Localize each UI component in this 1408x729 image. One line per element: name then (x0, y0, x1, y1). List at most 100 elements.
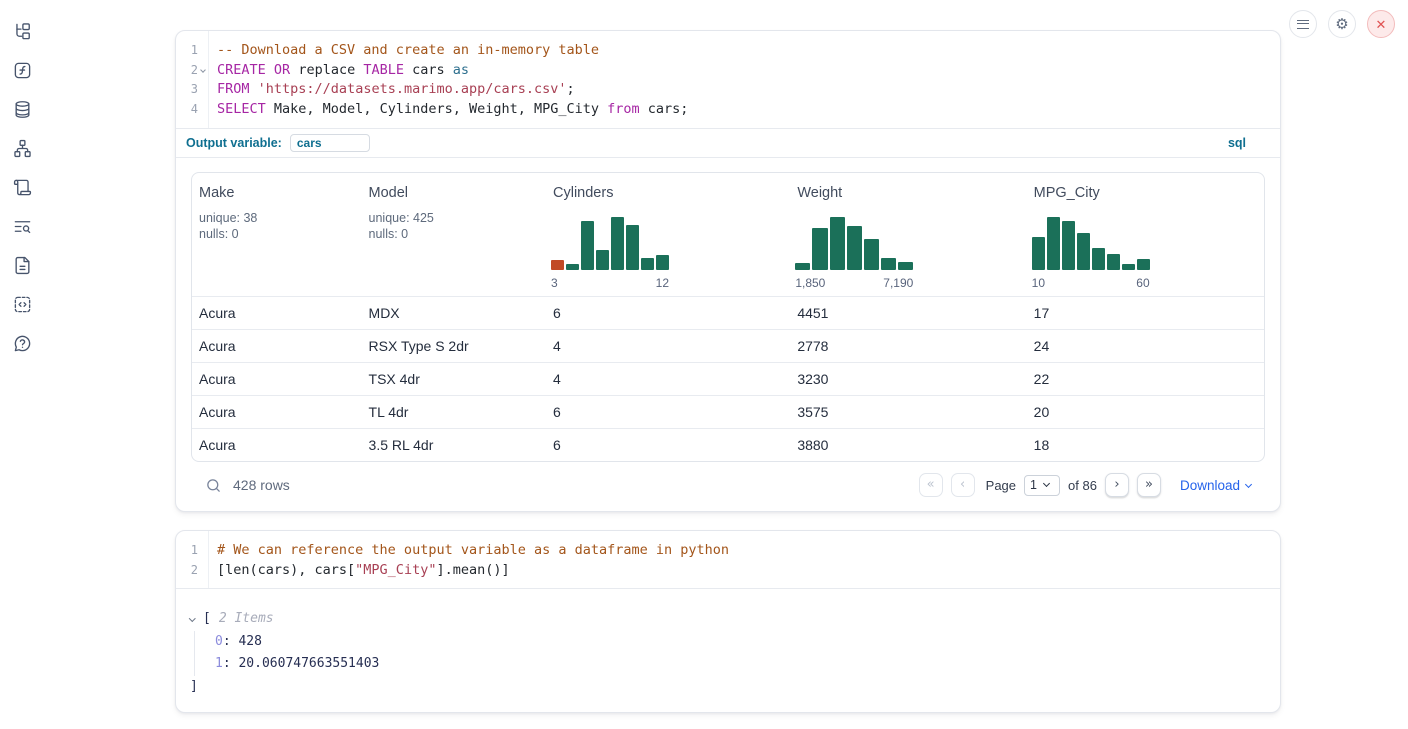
gutter: 3 (176, 82, 208, 96)
histogram-bar (812, 228, 827, 270)
tree-items-count: 2 Items (219, 608, 274, 631)
column-header-make[interactable]: Makeunique: 38nulls: 0 (192, 173, 362, 296)
code-line: 1 -- Download a CSV and create an in-memo… (176, 40, 1280, 60)
fold-slot (198, 84, 208, 94)
histogram-bar (551, 260, 564, 270)
gutter: 1 (176, 43, 208, 57)
histogram-bar (1062, 221, 1075, 270)
column-header-mpg_city[interactable]: MPG_City1060 (1027, 173, 1264, 296)
tree-open-bracket: [ (203, 608, 211, 631)
notebook-menu-button[interactable] (1289, 10, 1317, 38)
table-cell: 2778 (790, 338, 1026, 354)
sidebar-item-logs[interactable] (11, 217, 33, 239)
first-page-button[interactable]: « (919, 473, 943, 497)
sidebar (0, 0, 44, 729)
sidebar-item-snippets[interactable] (11, 295, 33, 317)
histogram-bar (864, 239, 879, 270)
line-number: 3 (191, 82, 198, 96)
sidebar-item-datasources[interactable] (11, 100, 33, 122)
chevron-down-icon (1043, 480, 1050, 487)
table-cell: RSX Type S 2dr (362, 338, 546, 354)
column-header-cylinders[interactable]: Cylinders 3 12 (546, 173, 790, 296)
histogram-bar (1122, 264, 1135, 270)
settings-button[interactable]: ⚙ (1328, 10, 1356, 38)
sidebar-item-file-tree[interactable] (11, 22, 33, 44)
gutter: 4 (176, 102, 208, 116)
download-label: Download (1180, 478, 1240, 493)
table-cell: 18 (1027, 437, 1264, 453)
histogram-max-label: 12 (656, 276, 669, 290)
code-token: FROM (217, 81, 250, 97)
column-name: Cylinders (553, 185, 782, 201)
code-line: 1# We can reference the output variable … (176, 540, 1280, 560)
column-header-weight[interactable]: Weight1,8507,190 (790, 173, 1026, 296)
histogram-max-label: 60 (1136, 276, 1149, 290)
fold-slot (198, 545, 208, 555)
column-header-model[interactable]: Modelunique: 425nulls: 0 (362, 173, 546, 296)
column-name: Model (369, 185, 538, 201)
code-text: -- Download a CSV and create an in-memor… (217, 42, 599, 58)
code-token: "MPG_City" (355, 562, 436, 578)
shutdown-button[interactable]: ✕ (1367, 10, 1395, 38)
code-token: as (453, 62, 469, 78)
page-select[interactable]: 1 (1024, 475, 1060, 496)
table-header-row: Makeunique: 38nulls: 0Modelunique: 425nu… (192, 173, 1264, 296)
histogram-labels: 1060 (1032, 276, 1150, 290)
python-code-editor[interactable]: 1# We can reference the output variable … (176, 531, 1280, 589)
code-token: replace (290, 62, 363, 78)
histogram-bar (830, 217, 845, 270)
output-variable-input[interactable] (290, 134, 370, 152)
output-variable-label: Output variable: (186, 136, 282, 150)
histogram-bar (881, 258, 896, 270)
tree-entry-key: 0 (215, 634, 223, 649)
table-cell: 20 (1027, 404, 1264, 420)
previous-page-button[interactable]: ‹ (951, 473, 975, 497)
column-name: Make (199, 185, 354, 201)
histogram-bar (847, 226, 862, 270)
sql-code-editor[interactable]: 1 -- Download a CSV and create an in-memo… (176, 31, 1280, 128)
histogram-min-label: 3 (551, 276, 558, 290)
close-icon: ✕ (1376, 18, 1387, 31)
code-token: ; (567, 81, 575, 97)
code-token (266, 62, 274, 78)
help-bubble-icon (13, 334, 32, 356)
double-chevron-left-icon: « (927, 477, 935, 492)
download-menu[interactable]: Download (1180, 478, 1251, 493)
next-page-button[interactable]: › (1105, 473, 1129, 497)
database-icon (13, 100, 32, 122)
last-page-button[interactable]: » (1137, 473, 1161, 497)
code-token: cars; (640, 101, 689, 117)
column-stat: nulls: 0 (369, 226, 538, 243)
histogram-bar (1077, 233, 1090, 270)
histogram-bar (1047, 217, 1060, 270)
histogram-bar (1107, 254, 1120, 270)
column-histogram (795, 217, 913, 270)
sidebar-item-help[interactable] (11, 334, 33, 356)
table-row: AcuraTSX 4dr4323022 (192, 362, 1264, 395)
code-text: [len(cars), cars["MPG_City"].mean()] (217, 562, 510, 578)
fold-toggle[interactable] (198, 65, 208, 75)
tree-entry: 0: 428 (215, 631, 1266, 654)
sidebar-item-scratchpad[interactable] (11, 178, 33, 200)
sidebar-item-dependency-graph[interactable] (11, 139, 33, 161)
table-search-button[interactable] (205, 477, 222, 494)
histogram-bar (566, 264, 579, 270)
sidebar-item-documentation[interactable] (11, 256, 33, 278)
table-cell: Acura (192, 305, 362, 321)
histogram-bar (1092, 248, 1105, 270)
tree-collapse-toggle[interactable] (190, 618, 203, 621)
tree-root-row: [ 2 Items (190, 608, 1266, 631)
table-cell: Acura (192, 404, 362, 420)
sidebar-item-functions[interactable] (11, 61, 33, 83)
gutter: 1 (176, 543, 208, 557)
histogram-labels: 1,8507,190 (795, 276, 913, 290)
histogram-bar (898, 262, 913, 270)
line-number: 1 (191, 43, 198, 57)
network-icon (13, 139, 32, 161)
gear-icon: ⚙ (1335, 17, 1348, 32)
scroll-icon (13, 178, 32, 200)
table-cell: 22 (1027, 371, 1264, 387)
output-variable-row: Output variable: sql (176, 128, 1280, 158)
gutter: 2 (176, 563, 208, 577)
code-token: from (607, 101, 640, 117)
